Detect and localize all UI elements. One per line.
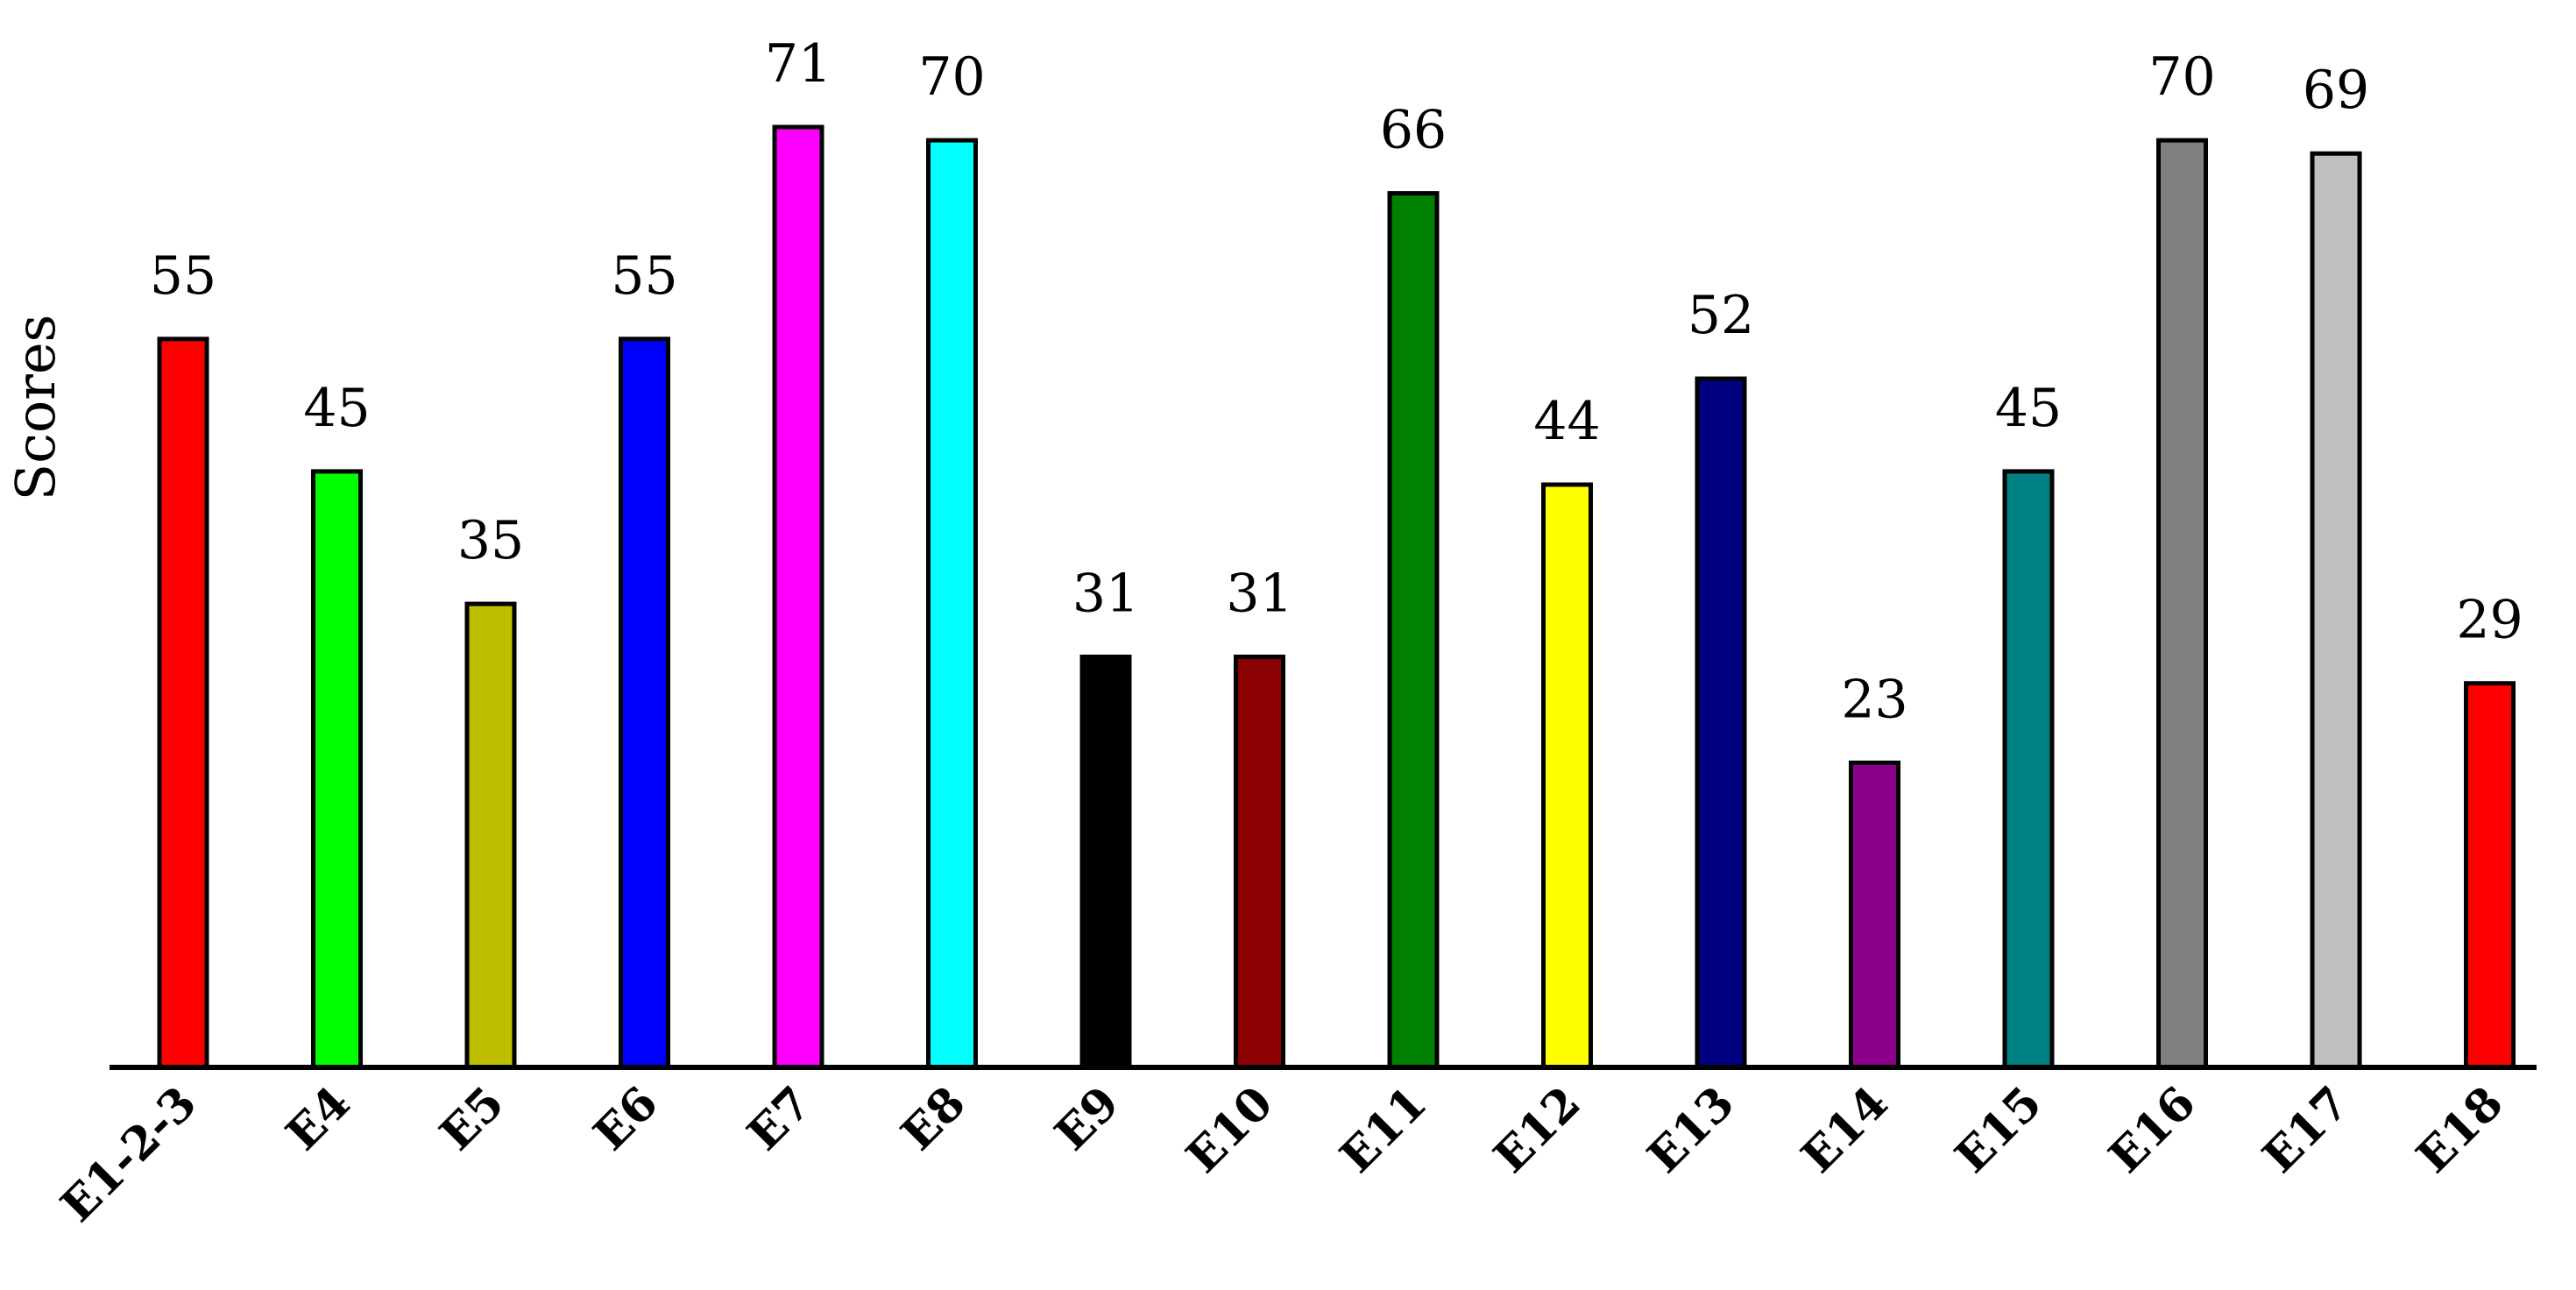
value-label-e4: 45 <box>303 378 370 439</box>
value-label-e1-2-3: 55 <box>150 245 216 307</box>
bar-e4 <box>311 469 363 1070</box>
bar-e16 <box>2156 138 2208 1070</box>
bar-e10 <box>1234 655 1285 1070</box>
value-label-e10: 31 <box>1226 563 1292 625</box>
value-label-e9: 31 <box>1072 563 1139 625</box>
bar-e12 <box>1541 482 1593 1070</box>
value-label-e5: 35 <box>457 510 524 571</box>
bar-e11 <box>1387 191 1440 1070</box>
bars-group <box>157 124 2516 1070</box>
bar-e8 <box>926 138 978 1070</box>
value-label-e14: 23 <box>1841 669 1907 730</box>
bar-e5 <box>464 601 517 1070</box>
bar-e17 <box>2310 151 2362 1070</box>
value-label-e8: 70 <box>918 46 985 108</box>
bar-e9 <box>1079 655 1132 1070</box>
value-label-e11: 66 <box>1380 100 1447 161</box>
bar-e14 <box>1849 760 1900 1070</box>
value-label-e18: 29 <box>2456 590 2523 651</box>
value-label-e13: 52 <box>1688 285 1754 346</box>
bar-e1-2-3 <box>157 337 209 1070</box>
value-label-e7: 71 <box>765 33 832 95</box>
value-label-e16: 70 <box>2148 46 2215 108</box>
bar-e18 <box>2464 681 2516 1070</box>
value-label-e6: 55 <box>611 245 677 307</box>
value-label-e17: 69 <box>2303 60 2369 121</box>
value-label-e15: 45 <box>1995 378 2062 439</box>
bar-e7 <box>772 124 824 1070</box>
value-label-e12: 44 <box>1533 391 1600 452</box>
bar-e6 <box>619 337 670 1070</box>
bar-e15 <box>2002 469 2055 1070</box>
y-axis-label: Scores <box>4 315 67 501</box>
value-labels-group: 55 45 35 55 71 70 31 31 66 44 52 23 45 70 69 29 <box>150 33 2523 730</box>
bar-e13 <box>1695 376 1747 1070</box>
